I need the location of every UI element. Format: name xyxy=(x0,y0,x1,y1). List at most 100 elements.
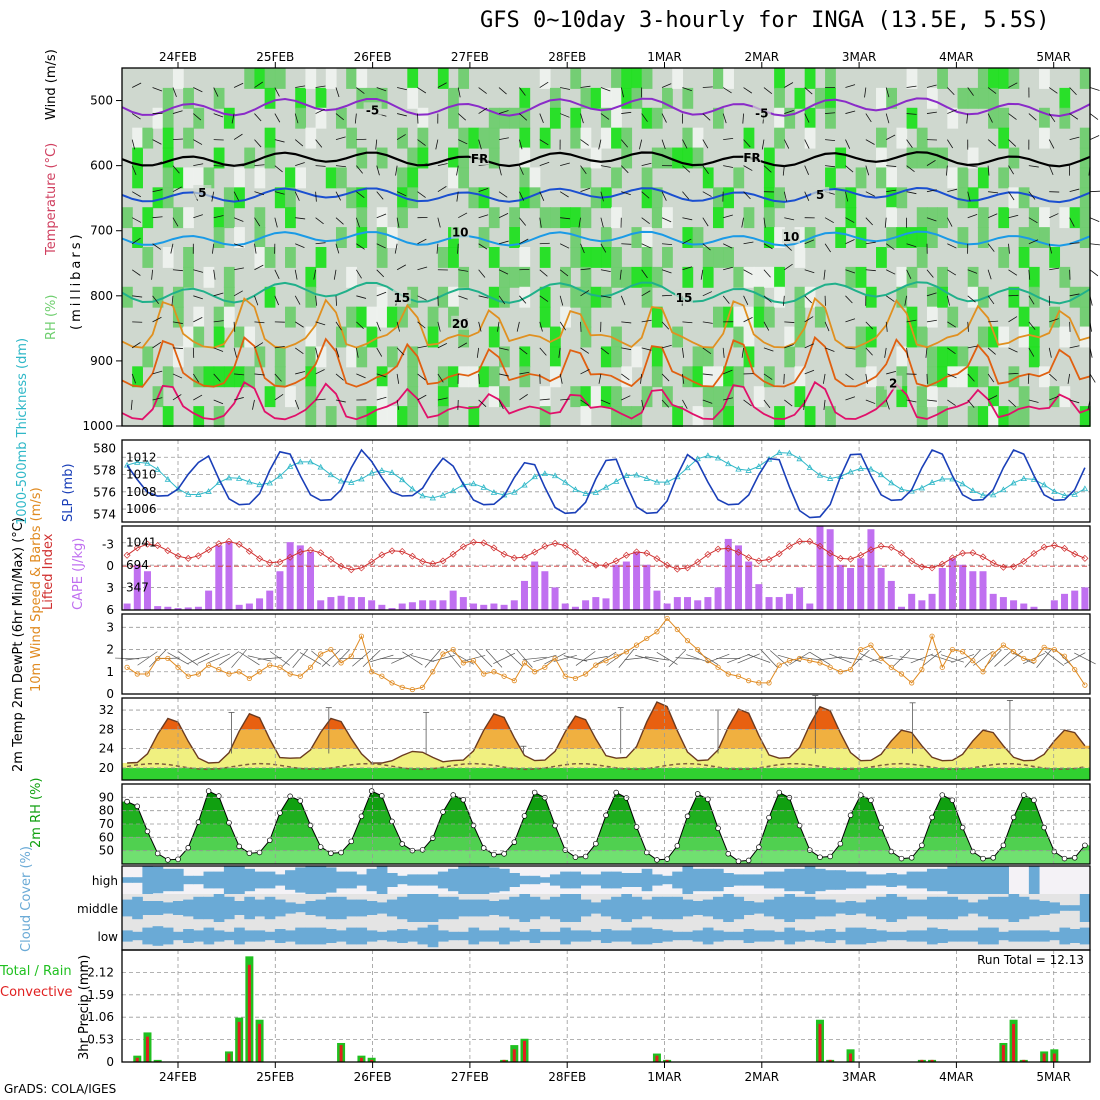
rh-cell xyxy=(621,68,633,89)
rh-cell xyxy=(162,107,174,129)
wind-barb xyxy=(1008,191,1015,201)
precip-conv-bar xyxy=(227,1053,231,1062)
cloud-cell-low xyxy=(906,930,918,942)
wind-barb xyxy=(845,217,855,223)
temp-contour xyxy=(121,186,1091,204)
cloud-cell-low xyxy=(845,927,857,945)
rh-marker xyxy=(450,792,456,798)
rh-marker xyxy=(959,824,966,831)
rh-cell xyxy=(499,266,510,288)
rh-cell xyxy=(723,406,734,427)
wind-barb xyxy=(313,269,316,280)
rh-cell xyxy=(397,127,408,149)
wind-barb xyxy=(356,269,362,279)
rh-cell xyxy=(152,286,164,308)
contour-label-bg xyxy=(392,289,411,304)
rh-cell xyxy=(244,68,256,89)
wind-barb xyxy=(254,81,264,88)
wind-barb xyxy=(315,85,326,88)
wind-barb xyxy=(1089,217,1100,222)
li-marker xyxy=(470,538,478,546)
wind-barb xyxy=(845,110,856,114)
wind-barb xyxy=(355,217,360,228)
surface-wind-barb xyxy=(553,654,577,662)
rh-marker xyxy=(144,828,151,835)
wind-barb xyxy=(539,113,544,124)
contour-label: 2 xyxy=(889,377,897,391)
surface-wind-barb xyxy=(493,652,516,664)
rh-cell xyxy=(519,127,531,149)
wind-barb xyxy=(539,321,543,332)
rh-cell xyxy=(519,167,531,189)
cloud-cell-low xyxy=(407,930,418,942)
wind-marker xyxy=(481,671,487,677)
rh-cell xyxy=(763,227,775,248)
wind-marker xyxy=(124,664,130,670)
wind-barb xyxy=(356,191,365,199)
rh-cell xyxy=(641,167,653,189)
rh-cell xyxy=(549,107,561,129)
cloud-cell-low xyxy=(1059,927,1071,945)
rh-cell xyxy=(203,167,215,189)
wind-barb xyxy=(580,187,591,193)
wind-barb xyxy=(865,165,870,176)
rh-cell xyxy=(937,266,948,288)
cloud-cell-middle xyxy=(733,896,745,920)
cloud-cell-high xyxy=(478,866,490,894)
wind-barb xyxy=(539,347,547,356)
cloud-cell-low xyxy=(244,930,255,942)
rh-cell xyxy=(427,306,439,328)
rh-cell xyxy=(611,326,622,348)
wind-barb xyxy=(1089,373,1096,383)
cloud-cell-high xyxy=(845,871,857,889)
cape-bar xyxy=(826,529,834,610)
thickness-marker xyxy=(1081,485,1089,492)
wind-barb xyxy=(1028,399,1039,403)
wind-barb xyxy=(886,269,896,275)
rh-cell xyxy=(998,207,1010,229)
wind-marker xyxy=(837,669,843,675)
rh-cell xyxy=(712,306,724,328)
rh-cell xyxy=(376,87,388,109)
wind-barb xyxy=(274,269,280,279)
rh-cell xyxy=(223,187,235,209)
wind-barb xyxy=(804,87,813,95)
thickness-marker xyxy=(164,476,172,482)
rh-cell xyxy=(926,306,938,328)
rh-cell xyxy=(519,247,531,268)
cloud-cell-low xyxy=(315,927,327,945)
wind-barb xyxy=(662,294,673,297)
rh-cell xyxy=(417,127,429,149)
wind-barb xyxy=(213,399,224,405)
rh-cell xyxy=(162,167,174,189)
rh-marker xyxy=(572,854,579,860)
rh-cell xyxy=(488,286,500,308)
date-label-top: 26FEB xyxy=(354,50,392,64)
rh-cell xyxy=(580,306,592,328)
rh-cell xyxy=(916,386,928,408)
cloud-cell-high xyxy=(376,866,388,894)
wind-barb xyxy=(335,373,344,381)
wind-barb xyxy=(213,292,224,297)
cloud-cell-high xyxy=(998,866,1009,894)
rh-cell xyxy=(957,87,969,109)
surface-wind-barb xyxy=(1063,652,1086,665)
rh-cell xyxy=(692,366,704,388)
cape-bar xyxy=(164,606,172,610)
cloud-cell-high xyxy=(723,873,734,887)
wind-barb xyxy=(560,217,571,220)
cloud-cell-middle xyxy=(478,899,490,917)
contour-label: 10 xyxy=(783,230,800,244)
wind-barb xyxy=(702,291,713,297)
wind-marker xyxy=(1072,666,1078,673)
rh-cell xyxy=(162,127,174,149)
rh-cell xyxy=(937,366,948,388)
rh-cell xyxy=(723,68,734,89)
wind-barb xyxy=(172,217,179,227)
meteogram-layers: 24FEB24FEB25FEB25FEB26FEB26FEB27FEB27FEB… xyxy=(0,49,1100,1084)
wind-barb xyxy=(376,165,380,176)
wind-barb xyxy=(702,86,713,88)
wind-barb xyxy=(519,371,530,375)
rh-cell xyxy=(753,386,765,408)
rh-cell xyxy=(458,68,470,89)
